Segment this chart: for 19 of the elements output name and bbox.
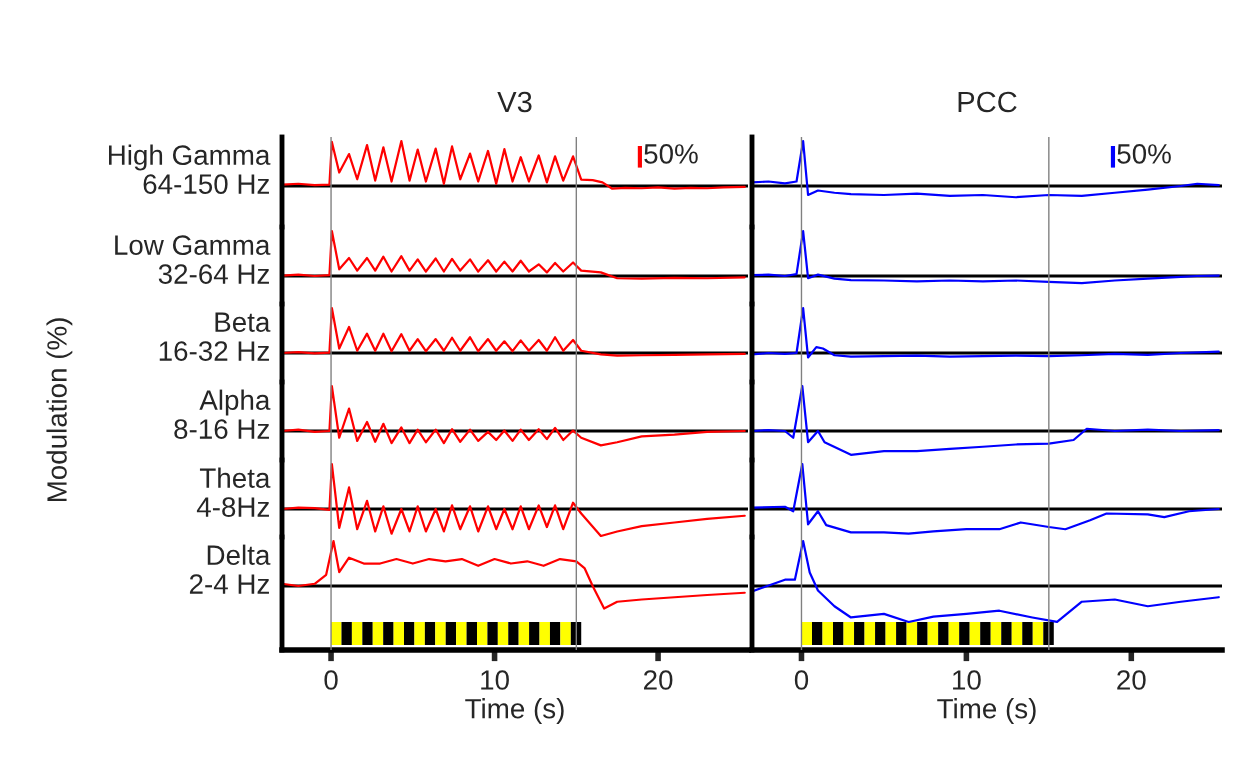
x-axis-title: Time (s) [937,698,1036,724]
y-axis-title: Theta 4-8Hz [196,467,271,517]
y-axis-title: Beta 16-32 Hz [159,312,271,361]
x-tick-label: 0 [794,670,809,690]
x-tick-label: 20 [644,670,673,690]
x-tick-label: 10 [953,670,981,690]
y-axis-title: Alpha 8-16 Hz [174,389,271,439]
x-tick-label: 20 [1117,670,1146,690]
y-axis-title: Low Gamma 32-64 Hz [115,235,271,284]
x-tick-label: 0 [324,670,338,690]
chart-title: PCC [958,91,1017,113]
x-tick-label: 10 [481,670,509,690]
annotation: 50% [1117,144,1171,164]
x-axis-title: Time (s) [465,698,564,724]
annotation: 50% [644,144,698,164]
text: Modulation (%) [46,318,73,502]
y-axis-title: Delta 2-4 Hz [189,544,271,594]
y-axis-title: High Gamma 64-150 Hz [109,144,271,194]
chart-title: V3 [497,91,532,113]
